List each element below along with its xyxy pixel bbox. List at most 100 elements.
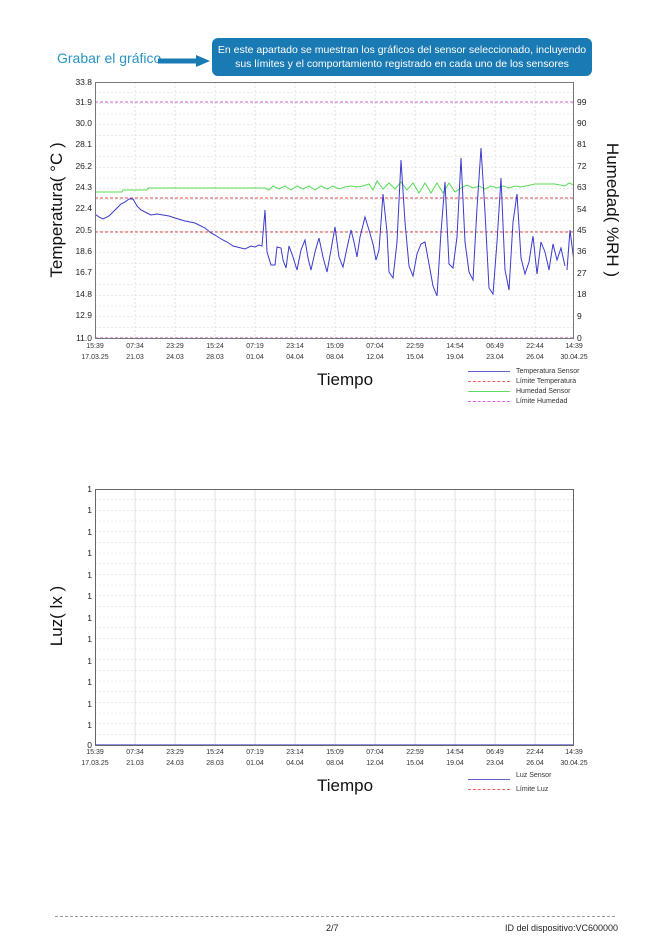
ytick: 20.5 <box>75 225 92 235</box>
xtick: 22:59 <box>406 343 424 350</box>
ytick: 72 <box>577 161 587 171</box>
xtick: 15:09 <box>326 343 344 350</box>
legend-label: Límite Luz <box>516 785 549 793</box>
xtick-date: 28.03 <box>206 354 224 361</box>
temperature-humidity-chart: 33.8 31.9 30.0 28.1 26.2 24.3 22.4 20.5 … <box>0 0 670 420</box>
xtick: 07:04 <box>366 343 384 350</box>
xtick: 22:44 <box>526 343 544 350</box>
ytick: 0 <box>577 333 582 343</box>
xtick: 22:44 <box>526 749 544 756</box>
chart1-ylabel-left: Temperatura( °C ) <box>47 142 66 278</box>
ytick: 45 <box>577 225 587 235</box>
chart1-plot-area <box>95 82 574 339</box>
xtick: 15:24 <box>206 343 224 350</box>
callout-line-1: En este apartado se muestran los gráfico… <box>217 44 587 56</box>
ytick: 22.4 <box>75 203 92 213</box>
chart1-ylabel-right: Humedad( %RH ) <box>603 142 622 278</box>
legend-light-sensor: Luz Sensor <box>468 768 551 782</box>
ytick: 31.9 <box>75 97 92 107</box>
ytick: 1 <box>87 505 92 515</box>
ytick: 9 <box>577 311 582 321</box>
xtick: 14:39 <box>565 749 583 756</box>
temperature-series <box>95 147 566 297</box>
ytick: 81 <box>577 139 587 149</box>
xtick-date: 24.03 <box>166 354 184 361</box>
humidity-series <box>95 180 574 194</box>
ytick: 1 <box>87 527 92 537</box>
xtick: 15:09 <box>326 749 344 756</box>
ytick: 33.8 <box>75 77 92 87</box>
ytick: 36 <box>577 246 587 256</box>
xtick-date: 21.03 <box>126 760 144 767</box>
xtick: 06:49 <box>486 749 504 756</box>
temperature-series-tail <box>566 229 574 271</box>
xtick-date: 23.04 <box>486 760 504 767</box>
xtick-date: 26.04 <box>526 354 544 361</box>
xtick-date: 19.04 <box>446 354 464 361</box>
xtick-date: 12.04 <box>366 760 384 767</box>
xtick: 15:39 <box>86 749 104 756</box>
xtick-date: 12.04 <box>366 354 384 361</box>
xtick-date: 08.04 <box>326 354 344 361</box>
xtick-date: 01.04 <box>246 760 264 767</box>
chart1-xlabel: Tiempo <box>317 370 374 389</box>
ytick: 99 <box>577 97 587 107</box>
xtick-date: 17.03.25 <box>81 354 109 361</box>
xtick-date: 04.04 <box>286 354 304 361</box>
legend-humidity-sensor: Humedad Sensor <box>468 386 579 396</box>
ytick: 63 <box>577 182 587 192</box>
ytick: 1 <box>87 570 92 580</box>
xtick: 15:24 <box>206 749 224 756</box>
ytick: 90 <box>577 118 587 128</box>
xtick-date: 04.04 <box>286 760 304 767</box>
xtick: 07:34 <box>126 343 144 350</box>
legend-temperature-sensor: Temperatura Sensor <box>468 366 579 376</box>
ytick: 0 <box>87 740 92 750</box>
xtick: 14:39 <box>565 343 583 350</box>
device-id: ID del dispositivo:VC600000 <box>505 923 619 933</box>
legend-label: Límite Humedad <box>516 397 568 405</box>
legend-label: Límite Temperatura <box>516 377 577 385</box>
ytick: 54 <box>577 204 587 214</box>
page-number: 2/7 <box>326 923 339 933</box>
info-callout: En este apartado se muestran los gráfico… <box>212 38 592 76</box>
ytick: 1 <box>87 699 92 709</box>
ytick: 14.8 <box>75 289 92 299</box>
chart2-legend: Luz Sensor Límite Luz <box>468 768 551 796</box>
xtick-date: 24.03 <box>166 760 184 767</box>
chart1-legend: Temperatura Sensor Límite Temperatura Hu… <box>468 366 579 406</box>
xtick-date: 01.04 <box>246 354 264 361</box>
xtick-date: 23.04 <box>486 354 504 361</box>
ytick: 26.2 <box>75 161 92 171</box>
ytick: 1 <box>87 720 92 730</box>
legend-label: Luz Sensor <box>516 771 552 779</box>
ytick: 24.3 <box>75 182 92 192</box>
xtick: 07:19 <box>246 343 264 350</box>
xtick-date: 15.04 <box>406 354 424 361</box>
ytick: 11.0 <box>76 333 92 343</box>
chart2-plot-area <box>95 489 574 746</box>
footer-divider <box>55 916 615 917</box>
xtick: 23:14 <box>286 749 304 756</box>
ytick: 1 <box>87 484 92 494</box>
record-chart-label: Grabar el gráfico <box>57 50 162 66</box>
ytick: 1 <box>87 548 92 558</box>
xtick-date: 30.04.25 <box>560 760 588 767</box>
ytick: 18 <box>577 289 587 299</box>
xtick: 07:19 <box>246 749 264 756</box>
xtick-date: 08.04 <box>326 760 344 767</box>
ytick: 1 <box>87 591 92 601</box>
legend-label: Humedad Sensor <box>516 387 571 395</box>
xtick: 23:14 <box>286 343 304 350</box>
legend-label: Temperatura Sensor <box>516 367 580 375</box>
xtick: 07:34 <box>126 749 144 756</box>
ytick: 27 <box>577 268 587 278</box>
xtick: 15:39 <box>86 343 104 350</box>
xtick-date: 26.04 <box>526 760 544 767</box>
ytick: 30.0 <box>75 118 92 128</box>
chart2-xlabel: Tiempo <box>317 776 374 795</box>
ytick: 1 <box>87 677 92 687</box>
ytick: 28.1 <box>75 139 92 149</box>
ytick: 1 <box>87 613 92 623</box>
xtick-date: 17.03.25 <box>81 760 109 767</box>
